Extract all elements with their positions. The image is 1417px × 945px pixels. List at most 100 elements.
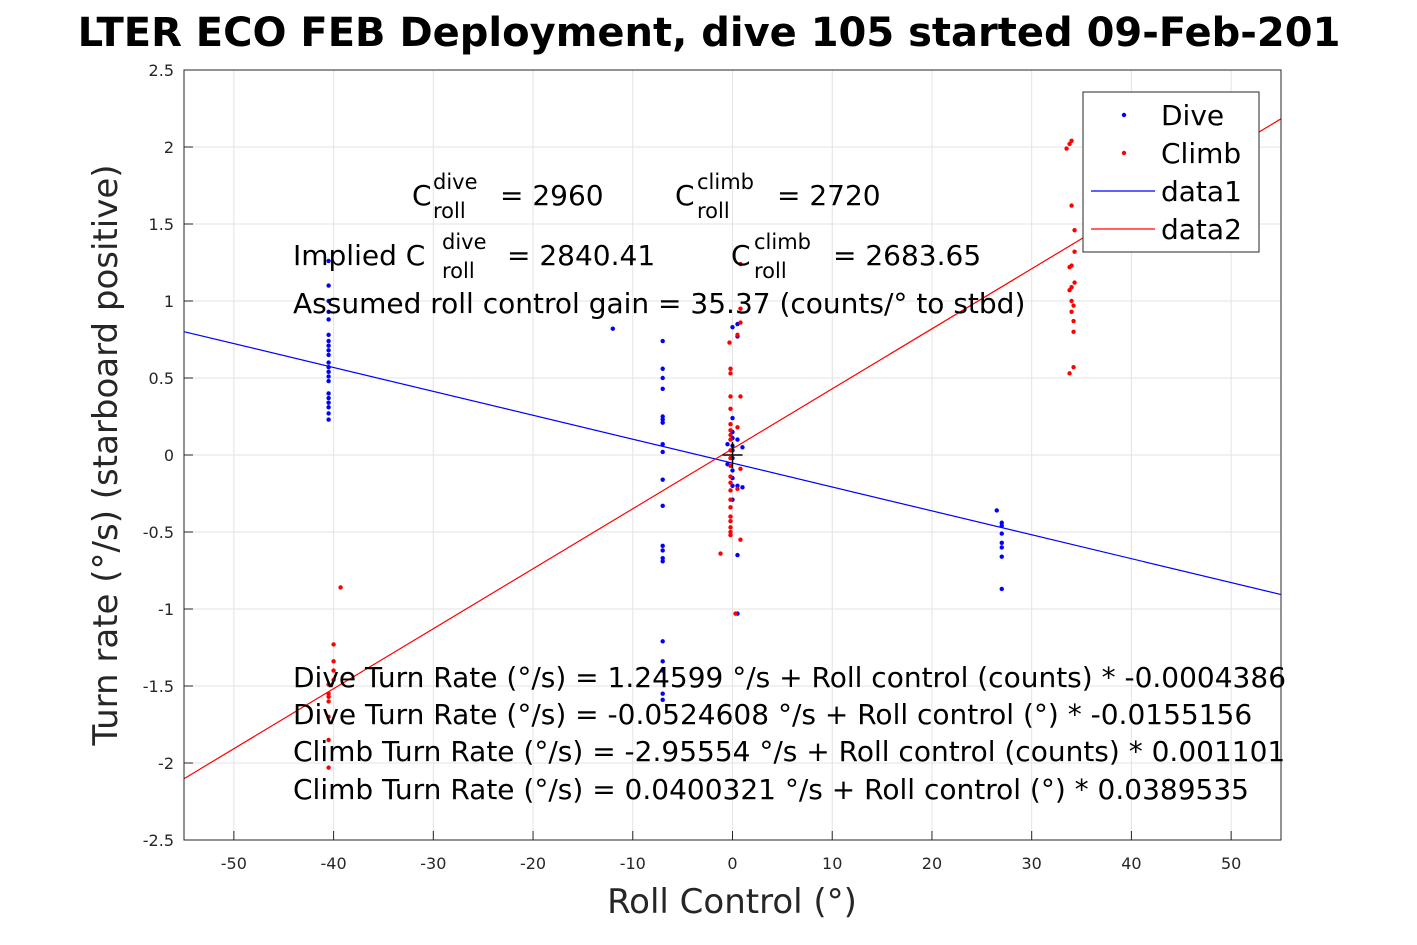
climb-point	[735, 486, 740, 492]
implied-c-roll-climb-annotation: C climb roll = 2683.65	[731, 230, 981, 283]
roll-gain-annotation: Assumed roll control gain = 35.37 (count…	[293, 287, 1025, 320]
dive-point	[660, 442, 665, 447]
climb-point	[733, 611, 738, 616]
x-tick-labels: -50 -40 -30 -20 -10 0 10 20 30 40 50	[221, 854, 1242, 873]
dive-point	[999, 586, 1004, 592]
climb-point	[735, 332, 740, 338]
dive-point	[999, 523, 1004, 529]
svg-text:roll: roll	[697, 199, 730, 223]
climb-point	[738, 306, 743, 311]
dive-point	[735, 437, 740, 442]
dive-point	[660, 477, 665, 482]
svg-text:climb: climb	[697, 170, 754, 194]
dive-point	[660, 386, 665, 391]
climb-point	[727, 340, 732, 345]
dive-point	[725, 442, 730, 447]
legend-label: Climb	[1161, 137, 1241, 170]
svg-text:C: C	[675, 179, 695, 212]
climb-equation-degrees: Climb Turn Rate (°/s) = 0.0400321 °/s + …	[293, 773, 1249, 806]
climb-point	[326, 737, 331, 743]
center-marker	[722, 442, 743, 468]
climb-point	[1072, 227, 1077, 233]
climb-point	[338, 585, 343, 590]
climb-point	[728, 455, 733, 461]
dive-point	[326, 332, 331, 338]
dive-point	[326, 298, 331, 304]
implied-c-roll-dive-annotation: Implied C dive roll = 2840.41	[293, 230, 655, 283]
dive-point	[660, 639, 665, 644]
svg-text:climb: climb	[754, 230, 811, 254]
climb-point	[1071, 303, 1076, 308]
y-tick-label: 0	[164, 446, 174, 465]
climb-point	[738, 261, 743, 267]
plot-area-border	[183, 69, 1282, 841]
dive-point	[326, 258, 331, 264]
dive-point	[326, 369, 331, 375]
climb-point	[735, 425, 740, 430]
climb-point	[1069, 138, 1074, 144]
dive-point	[326, 391, 331, 396]
x-tick-label: 20	[922, 854, 942, 873]
dive-point	[660, 559, 665, 564]
y-tick-labels: -2.5 -2 -1.5 -1 -0.5 0 0.5 1 1.5 2 2.5	[143, 61, 174, 850]
dive-point	[660, 375, 665, 381]
climb-point	[728, 529, 733, 535]
climb-point	[728, 422, 733, 427]
dive-point	[999, 520, 1004, 525]
dive-point	[660, 555, 665, 561]
c-roll-dive-annotation: C dive roll = 2960	[412, 170, 604, 223]
climb-point	[728, 505, 733, 510]
climb-point	[326, 714, 331, 719]
dive-point	[735, 483, 740, 488]
y-tick-label: -2	[158, 754, 174, 773]
climb-point	[718, 551, 723, 556]
x-axis-label: Roll Control (°)	[607, 882, 857, 922]
climb-point	[738, 466, 743, 472]
dive-point	[660, 691, 665, 696]
x-tick-label: 0	[727, 854, 737, 873]
legend-label: data1	[1161, 175, 1242, 208]
dive-point	[660, 417, 665, 422]
y-tick-label: 2	[164, 138, 174, 157]
dive-point	[740, 485, 745, 490]
climb-point	[728, 432, 733, 438]
legend: Dive Climb data1 data2	[1082, 91, 1260, 253]
dive-point	[326, 348, 331, 353]
dive-point	[660, 503, 665, 509]
climb-point	[326, 694, 331, 699]
climb-point	[728, 406, 733, 411]
chart-title: LTER ECO FEB Deployment, dive 105 starte…	[78, 10, 1341, 56]
dive-point	[660, 414, 665, 419]
climb-point	[728, 532, 733, 538]
climb-point	[326, 691, 331, 696]
dive-point	[326, 400, 331, 405]
climb-point	[326, 699, 331, 704]
data-points	[326, 138, 1077, 770]
x-tick-label: 50	[1221, 854, 1241, 873]
dive-point	[326, 365, 331, 370]
svg-text:= 2683.65: = 2683.65	[833, 239, 981, 272]
x-tick-label: -50	[221, 854, 247, 873]
climb-point	[728, 428, 733, 433]
dive-point	[660, 697, 665, 703]
climb-point	[331, 677, 336, 683]
dive-point	[730, 415, 735, 421]
climb-point	[1072, 249, 1077, 254]
legend-marker-climb	[1121, 150, 1127, 156]
climb-point	[331, 668, 336, 673]
c-roll-climb-annotation: C climb roll = 2720	[675, 170, 881, 223]
svg-text:= 2960: = 2960	[500, 179, 604, 212]
legend-marker-dive	[1121, 112, 1127, 118]
climb-point	[728, 474, 733, 479]
dive-point	[326, 360, 331, 365]
dive-point	[660, 659, 665, 664]
y-axis-label: Turn rate (°/s) (starboard positive)	[86, 164, 126, 746]
climb-point	[1069, 298, 1074, 304]
dive-point	[326, 378, 331, 384]
climb-point	[1067, 371, 1072, 376]
dive-point	[994, 508, 999, 513]
climb-point	[728, 448, 733, 453]
dive-point	[660, 668, 665, 673]
dive-point	[999, 545, 1004, 550]
